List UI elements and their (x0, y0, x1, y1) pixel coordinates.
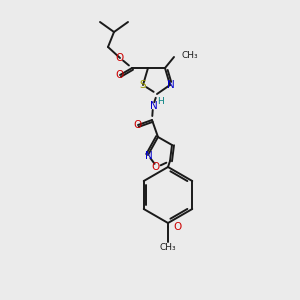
Text: CH₃: CH₃ (160, 242, 176, 251)
Text: N: N (145, 151, 153, 161)
Text: O: O (173, 222, 181, 232)
Text: S: S (140, 80, 146, 90)
Text: O: O (115, 70, 123, 80)
Text: O: O (116, 53, 124, 63)
Text: H: H (157, 98, 164, 106)
Text: O: O (133, 120, 141, 130)
Text: N: N (150, 101, 158, 111)
Text: O: O (152, 162, 160, 172)
Text: N: N (167, 80, 175, 90)
Text: CH₃: CH₃ (182, 52, 199, 61)
